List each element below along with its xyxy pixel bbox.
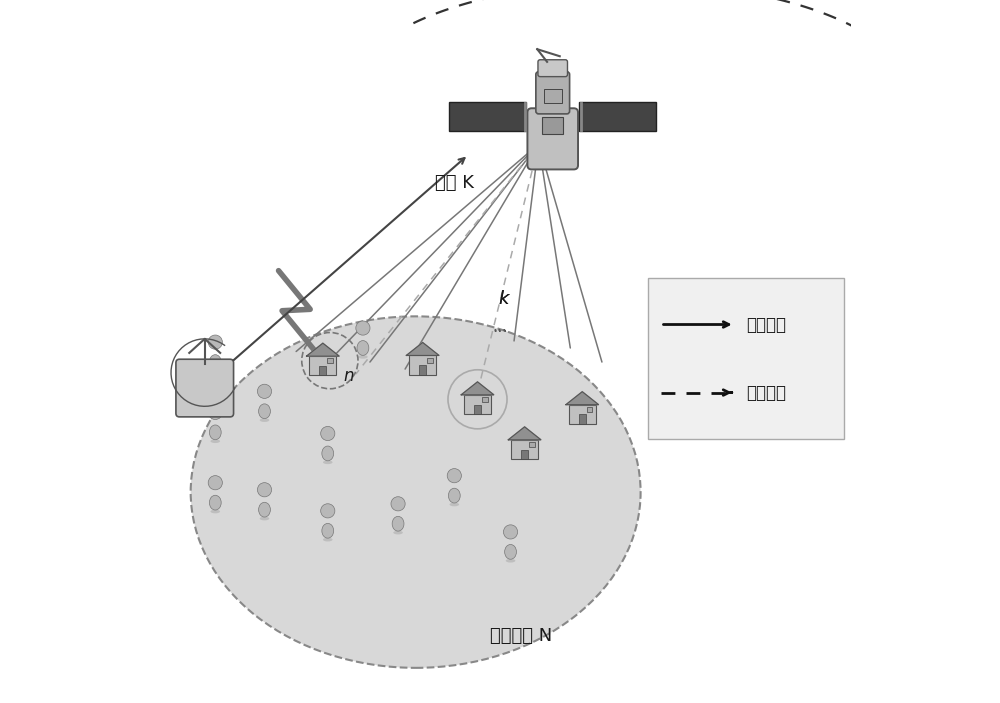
- Bar: [579, 415, 586, 424]
- Polygon shape: [406, 342, 439, 356]
- FancyBboxPatch shape: [542, 117, 563, 134]
- Circle shape: [503, 525, 518, 539]
- Ellipse shape: [393, 531, 403, 534]
- Circle shape: [321, 427, 335, 441]
- Text: k: k: [498, 290, 509, 308]
- Ellipse shape: [358, 355, 368, 359]
- Ellipse shape: [210, 369, 220, 373]
- Circle shape: [321, 504, 335, 518]
- Text: ...: ...: [492, 318, 508, 336]
- Bar: [482, 397, 488, 402]
- Polygon shape: [307, 343, 339, 356]
- FancyBboxPatch shape: [176, 359, 234, 417]
- Bar: [474, 405, 481, 414]
- Ellipse shape: [210, 439, 220, 443]
- Polygon shape: [461, 382, 494, 395]
- FancyBboxPatch shape: [544, 89, 562, 103]
- Text: 波束 K: 波束 K: [435, 174, 474, 192]
- Bar: [427, 358, 433, 363]
- Ellipse shape: [322, 523, 334, 538]
- Text: 地面小区 N: 地面小区 N: [490, 627, 552, 645]
- Bar: [529, 442, 535, 447]
- Bar: [464, 395, 491, 414]
- Circle shape: [208, 476, 222, 490]
- Text: 干扰链路: 干扰链路: [746, 384, 786, 401]
- Bar: [511, 440, 538, 459]
- Bar: [569, 405, 596, 424]
- FancyBboxPatch shape: [449, 102, 526, 131]
- Ellipse shape: [210, 510, 220, 513]
- Ellipse shape: [322, 446, 334, 461]
- Circle shape: [257, 483, 272, 497]
- Ellipse shape: [448, 488, 460, 503]
- FancyBboxPatch shape: [527, 108, 578, 169]
- FancyBboxPatch shape: [536, 72, 570, 114]
- Circle shape: [208, 335, 222, 349]
- Text: n: n: [344, 367, 354, 385]
- Bar: [521, 450, 528, 459]
- Bar: [587, 407, 592, 412]
- Circle shape: [257, 385, 272, 399]
- FancyBboxPatch shape: [648, 278, 844, 439]
- Ellipse shape: [357, 340, 369, 356]
- Bar: [319, 366, 326, 375]
- Bar: [327, 359, 333, 363]
- Ellipse shape: [505, 544, 516, 560]
- Polygon shape: [566, 392, 599, 405]
- Ellipse shape: [506, 559, 515, 562]
- Ellipse shape: [191, 316, 641, 668]
- Circle shape: [447, 469, 461, 483]
- Ellipse shape: [209, 425, 221, 440]
- Ellipse shape: [450, 503, 459, 506]
- Polygon shape: [508, 427, 541, 440]
- Text: k: k: [498, 290, 509, 308]
- Circle shape: [208, 406, 222, 420]
- Bar: [419, 366, 426, 375]
- Ellipse shape: [392, 516, 404, 531]
- Text: 服务链路: 服务链路: [746, 316, 786, 333]
- Ellipse shape: [323, 460, 333, 464]
- Ellipse shape: [209, 495, 221, 510]
- FancyBboxPatch shape: [538, 60, 567, 77]
- Bar: [309, 356, 336, 375]
- Ellipse shape: [259, 502, 270, 517]
- Ellipse shape: [260, 418, 269, 422]
- Text: ...: ...: [493, 319, 507, 335]
- FancyBboxPatch shape: [579, 102, 656, 131]
- Ellipse shape: [323, 538, 333, 541]
- Bar: [409, 356, 436, 375]
- Ellipse shape: [209, 354, 221, 370]
- Ellipse shape: [259, 404, 270, 418]
- Circle shape: [356, 321, 370, 335]
- Circle shape: [391, 497, 405, 511]
- Ellipse shape: [260, 517, 269, 520]
